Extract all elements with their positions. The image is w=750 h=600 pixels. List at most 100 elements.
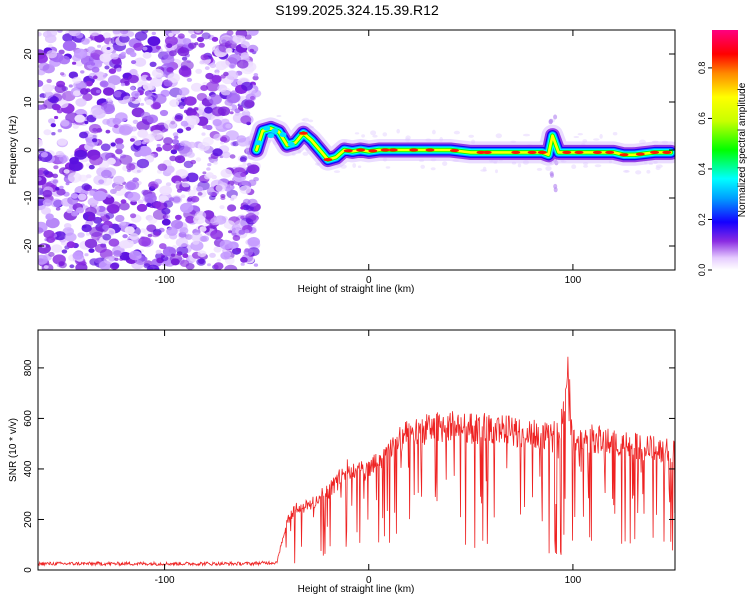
noise-blob — [153, 153, 158, 157]
x-tick-label: -100 — [155, 575, 175, 586]
y-tick-label: 600 — [23, 410, 34, 427]
noise-blob — [225, 123, 232, 129]
noise-blob — [209, 195, 216, 201]
noise-blob — [253, 177, 259, 182]
noise-blob — [127, 191, 141, 202]
noise-blob — [185, 126, 192, 131]
x-tick-label: 100 — [565, 275, 582, 286]
noise-blob — [209, 75, 221, 84]
noise-blob — [50, 123, 56, 128]
ridge-blob — [287, 141, 295, 147]
ridge-blob — [271, 128, 279, 134]
noise-blob — [154, 231, 160, 236]
noise-blob — [185, 215, 196, 224]
noise-blob — [166, 43, 173, 49]
noise-blob — [210, 217, 221, 226]
noise-blob — [137, 129, 149, 138]
noise-blob — [124, 226, 135, 235]
noise-blob — [180, 60, 194, 71]
noise-blob — [38, 104, 44, 111]
noise-speckle — [432, 129, 436, 135]
noise-blob — [168, 197, 175, 202]
noise-blob — [182, 253, 189, 258]
noise-blob — [240, 155, 248, 161]
noise-blob — [75, 98, 87, 107]
noise-blob — [92, 108, 106, 119]
noise-blob — [221, 39, 227, 44]
noise-blob — [155, 146, 163, 152]
noise-blob — [186, 115, 200, 126]
noise-blob — [57, 30, 63, 33]
noise-blob — [91, 66, 100, 73]
noise-blob — [113, 175, 125, 185]
snr-x-ticks: -100 0 100 — [155, 330, 582, 586]
noise-blob — [211, 36, 219, 42]
noise-blob — [79, 131, 88, 139]
noise-blob — [96, 89, 101, 94]
noise-blob — [85, 80, 93, 87]
noise-blob — [70, 193, 79, 199]
noise-blob — [159, 185, 173, 196]
snr-series-line — [38, 356, 675, 567]
noise-blob — [211, 106, 225, 117]
noise-blob — [247, 30, 259, 36]
noise-blob — [119, 154, 133, 165]
spectrogram-y-ticks: -20 -10 0 10 20 — [23, 48, 675, 253]
noise-blob — [169, 50, 177, 57]
noise-blob — [86, 136, 99, 147]
noise-blob — [88, 248, 95, 253]
ridge-blob — [267, 133, 275, 139]
noise-blob — [119, 240, 130, 249]
noise-blob — [220, 136, 228, 142]
noise-blob — [164, 35, 178, 46]
noise-blob — [46, 78, 52, 84]
noise-blob — [98, 179, 105, 184]
ridge-hotspot — [343, 149, 353, 153]
noise-blob — [132, 119, 139, 124]
noise-blob — [91, 138, 98, 143]
noise-blob — [169, 155, 177, 162]
noise-blob — [80, 70, 85, 74]
noise-blob — [106, 203, 119, 213]
noise-blob — [213, 133, 223, 141]
noise-blob — [145, 99, 154, 106]
ridge-hotspot — [619, 153, 629, 157]
ridge-hotspot — [323, 158, 333, 162]
noise-blob — [202, 171, 207, 175]
noise-blob — [199, 60, 205, 65]
noise-speckle — [545, 166, 552, 171]
noise-blob — [232, 141, 240, 147]
noise-blob — [84, 253, 89, 257]
noise-speckle — [361, 134, 365, 138]
noise-blob — [147, 216, 158, 224]
noise-blob — [67, 172, 82, 183]
noise-streak — [553, 114, 558, 120]
noise-blob — [66, 208, 73, 214]
noise-speckle — [302, 117, 309, 122]
y-tick-label: -10 — [23, 190, 34, 205]
noise-blob — [151, 31, 156, 36]
noise-blob — [92, 75, 98, 80]
noise-blob — [226, 92, 241, 104]
noise-blob — [244, 108, 249, 112]
ridge-hotspot — [635, 152, 645, 156]
noise-blob — [207, 163, 212, 167]
noise-blob — [140, 111, 151, 120]
noise-blob — [38, 80, 44, 87]
noise-blob — [190, 195, 200, 203]
noise-blob — [176, 128, 184, 134]
noise-speckle — [430, 167, 436, 171]
noise-blob — [97, 44, 102, 48]
noise-blob — [244, 34, 252, 40]
noise-blob — [250, 95, 255, 100]
noise-blob — [72, 76, 82, 84]
noise-blob — [151, 68, 164, 78]
noise-blob — [175, 214, 182, 220]
noise-blob — [81, 224, 87, 229]
noise-blob — [228, 241, 239, 249]
noise-blob — [225, 47, 233, 54]
noise-blob — [102, 51, 113, 60]
noise-blob — [220, 74, 226, 79]
noise-blob — [227, 204, 237, 212]
noise-blob — [208, 94, 222, 105]
